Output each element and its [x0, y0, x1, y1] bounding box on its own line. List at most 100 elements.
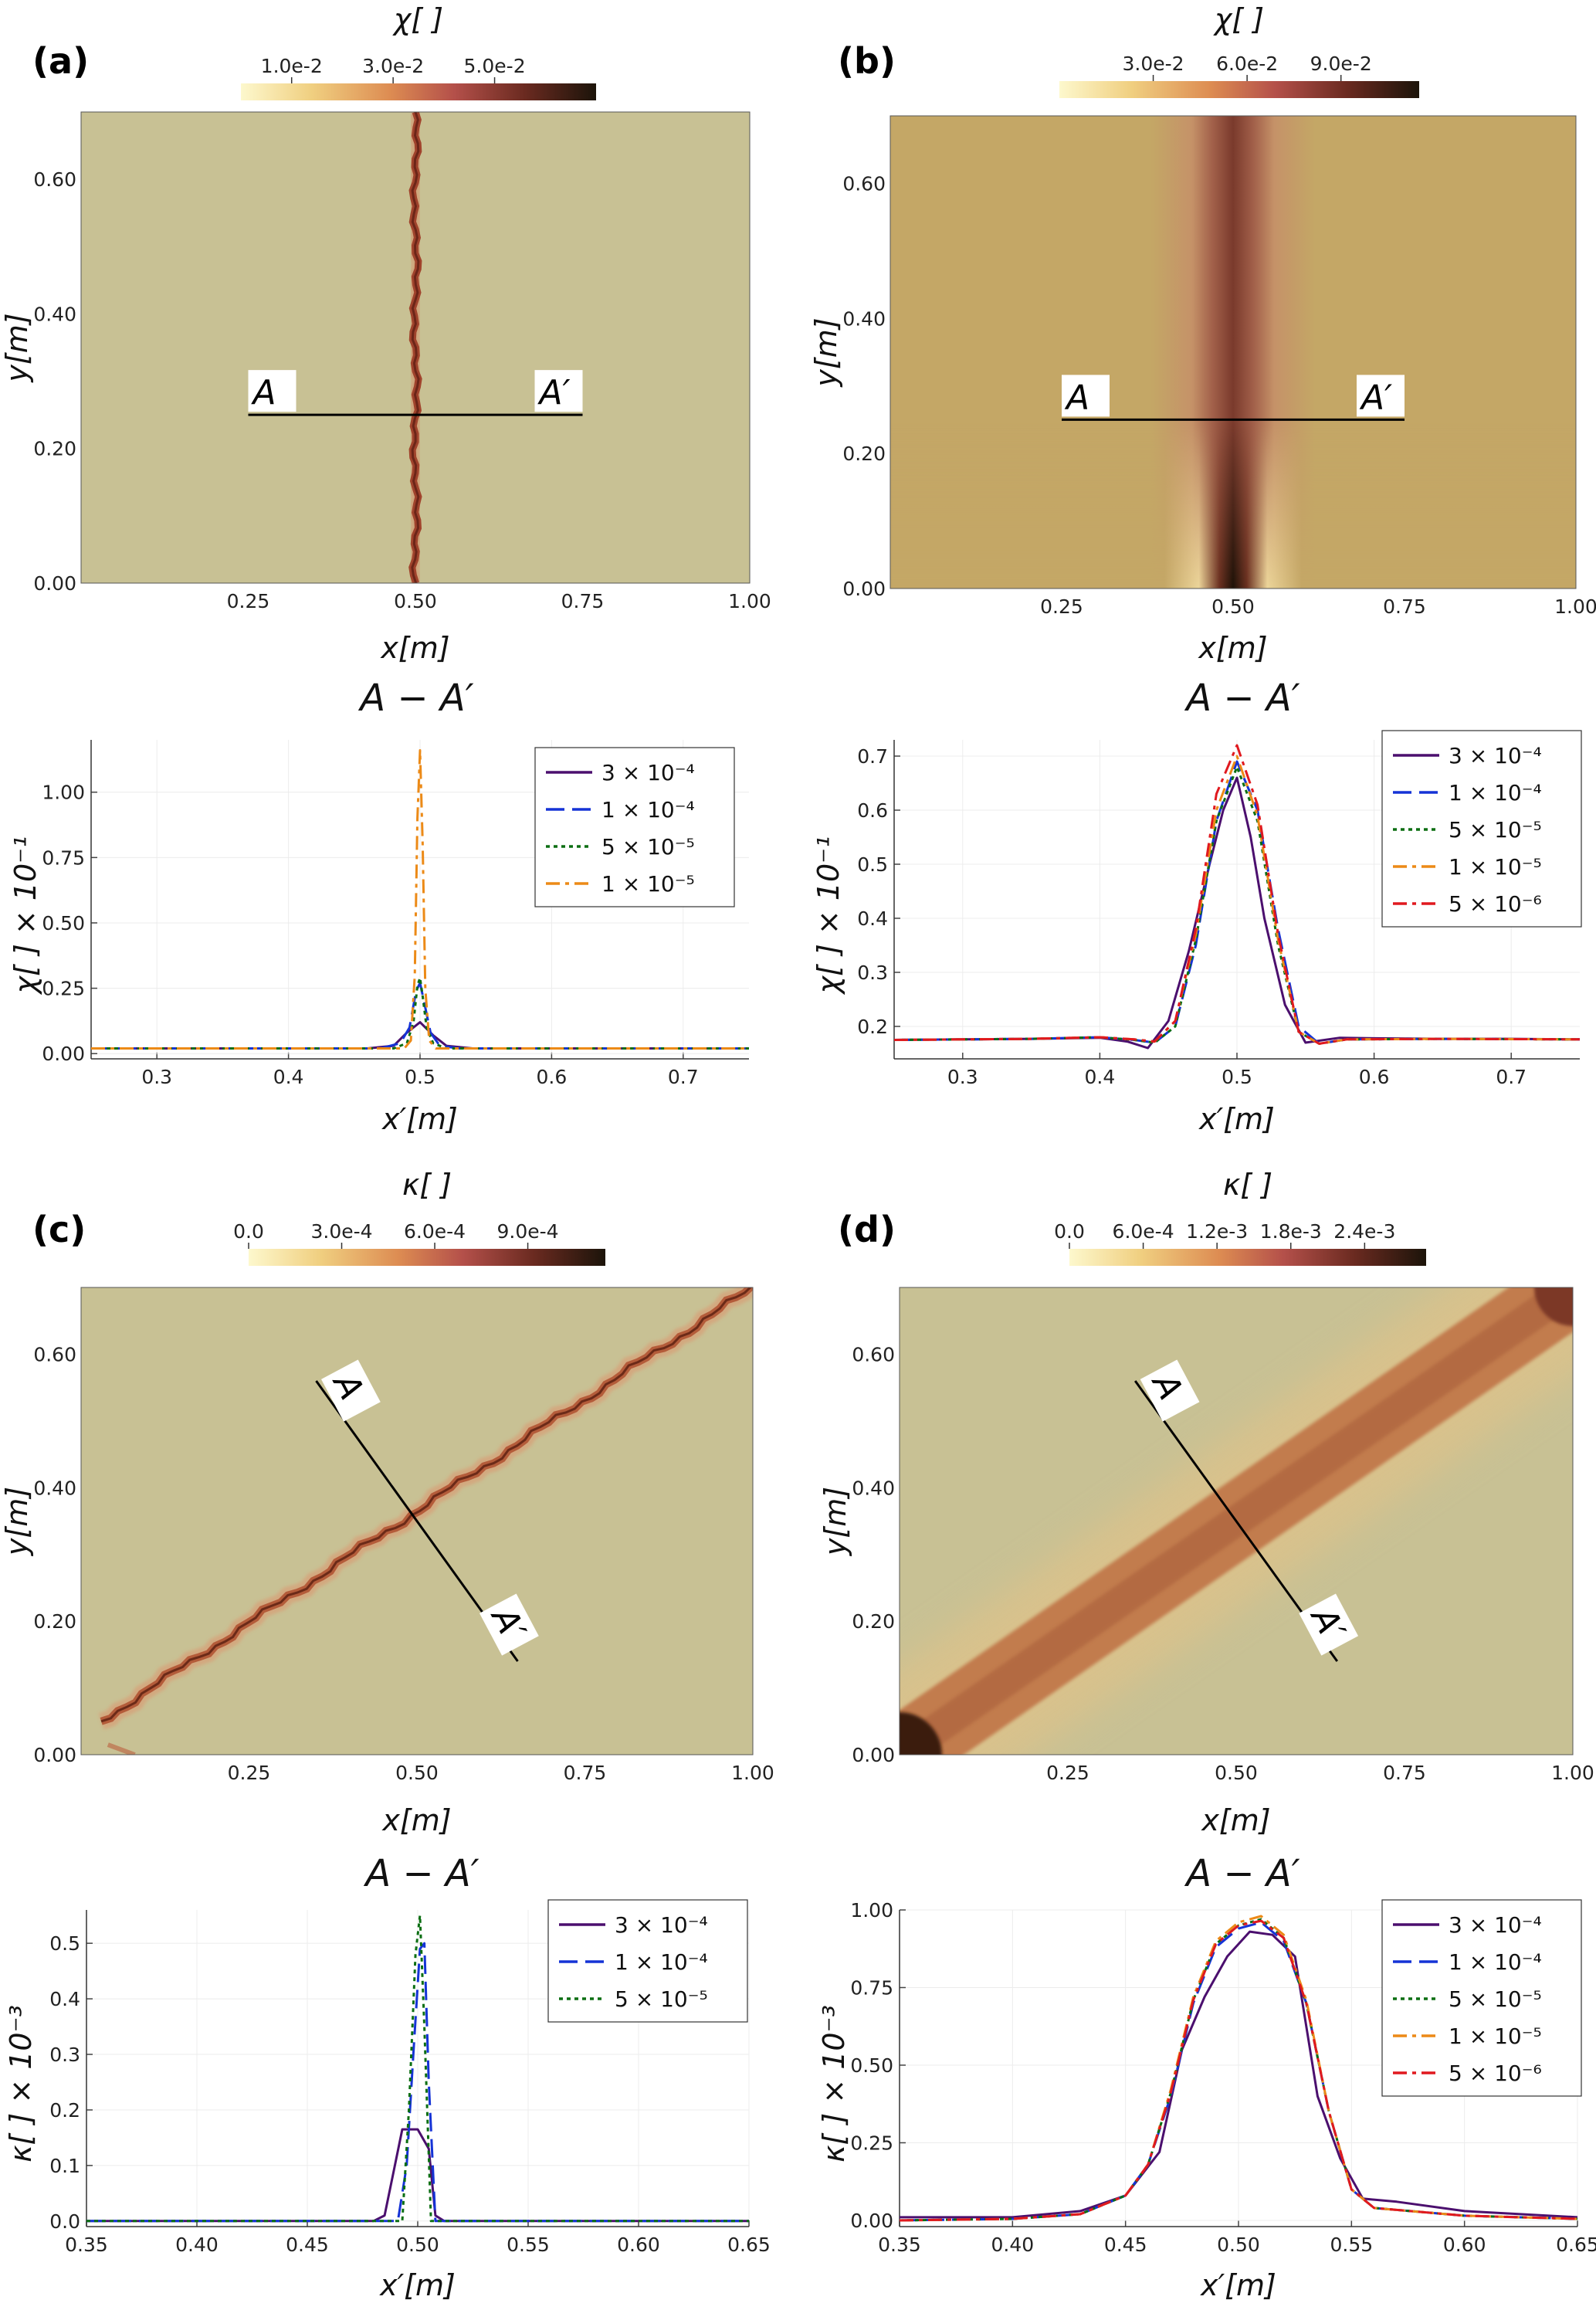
panel-letter: (a) [32, 40, 89, 82]
panel-b: (b)χ[ ]3.0e-2 6.0e-2 9.0e-2A A′0.25 0.50 0.75… [809, 2, 1596, 1136]
colorbar-tick-label: 3.0e-2 [1123, 53, 1184, 75]
map-ytick-label: 0.20 [33, 438, 76, 460]
section-end-label: A′ [537, 373, 571, 412]
y-tick-label: 0.5 [49, 1932, 80, 1955]
y-tick-label: 0.5 [857, 853, 888, 876]
map-ytick-label: 0.60 [842, 172, 886, 195]
colorbar [1059, 81, 1419, 98]
legend-label: 1 × 10⁻⁴ [601, 797, 695, 823]
colorbar-tick-label: 1.8e-3 [1260, 1220, 1322, 1243]
heatmap [889, 115, 1577, 589]
profile-plot: 0.3 0.4 0.5 0.6 0.7 0.2 0.3 0.4 0.5 0.6 0.7 [857, 740, 1580, 1088]
legend: 3 × 10⁻⁴ 1 × 10⁻⁴ 5 × 10⁻⁵ 1 × 10⁻⁵ 5 × 10⁻⁶ [1381, 730, 1582, 928]
map-ylabel: y[m] [0, 313, 34, 382]
colorbar-tick-label: 9.0e-4 [497, 1220, 559, 1243]
colorbar-tick-label: 5.0e-2 [464, 55, 526, 77]
colorbar [249, 1249, 605, 1266]
legend-label: 1 × 10⁻⁴ [1449, 780, 1542, 806]
section-label-box [320, 1359, 381, 1422]
colorbar-title: χ[ ] [1213, 2, 1264, 36]
y-tick-label: 0.6 [857, 799, 888, 822]
y-tick-label: 0.3 [49, 2044, 80, 2066]
y-tick-label: 0.50 [850, 2054, 893, 2077]
legend: 3 × 10⁻⁴ 1 × 10⁻⁴ 5 × 10⁻⁵ 1 × 10⁻⁵ 5 × 10⁻⁶ [1381, 1899, 1582, 2097]
colorbar [1069, 1249, 1426, 1266]
series-line-1 [86, 1942, 749, 2223]
map-xtick-label: 0.75 [1383, 595, 1426, 618]
profile-title: A − A′ [1184, 677, 1300, 720]
series-lines [86, 1914, 749, 2223]
section-label-box [1062, 375, 1110, 417]
map-xlabel: x[m] [380, 631, 449, 665]
colorbar-tick-label: 9.0e-2 [1310, 53, 1372, 75]
legend-label: 1 × 10⁻⁴ [615, 1949, 708, 1975]
x-tick-label: 0.60 [617, 2234, 660, 2256]
y-tick-label: 0.00 [42, 1043, 85, 1065]
map-xlabel: x[m] [1198, 631, 1267, 665]
x-tick-label: 0.65 [1556, 2234, 1596, 2256]
y-tick-label: 0.00 [850, 2210, 893, 2232]
y-tick-label: 0.50 [42, 912, 85, 935]
legend-label: 1 × 10⁻⁵ [1449, 854, 1542, 880]
map-xlabel: x[m] [1201, 1803, 1270, 1837]
heatmap-frame [80, 1287, 754, 1755]
crack-core [411, 112, 420, 583]
legend-box [1381, 1899, 1582, 2097]
heatmap-frame [889, 115, 1577, 589]
y-tick-label: 0.4 [49, 1988, 80, 2010]
profile-xlabel: x′[m] [1200, 2268, 1276, 2302]
heatmap-frame [80, 111, 751, 584]
colorbar-title: κ[ ] [1223, 1168, 1272, 1202]
panel-d: (d)κ[ ]0.0 6.0e-4 1.2e-3 1.8e-3 2.4e-3AA′0.2… [817, 1168, 1596, 2302]
heatmap-frame [899, 1287, 1574, 1755]
x-tick-label: 0.6 [1359, 1066, 1390, 1088]
panel-letter: (d) [838, 1209, 896, 1250]
map-ylabel: y[m] [0, 1487, 34, 1556]
colorbar-tick-label: 2.4e-3 [1333, 1220, 1395, 1243]
map-xtick-label: 1.00 [728, 590, 771, 612]
x-tick-label: 0.60 [1443, 2234, 1486, 2256]
series-lines [900, 1915, 1577, 2222]
x-tick-label: 0.65 [727, 2234, 771, 2256]
profile-ylabel: χ[ ] × 10⁻¹ [812, 836, 845, 996]
x-tick-label: 0.45 [286, 2234, 329, 2256]
y-tick-label: 0.25 [850, 2132, 893, 2154]
profile-title: A − A′ [1184, 1852, 1300, 1895]
series-line-0 [86, 2128, 749, 2223]
colorbar-tick-label: 6.0e-2 [1216, 53, 1278, 75]
heatmap [80, 111, 751, 584]
x-tick-label: 0.3 [947, 1066, 978, 1088]
crack-core [100, 1287, 752, 1723]
section-end-label: A′ [1359, 378, 1392, 417]
legend: 3 × 10⁻⁴ 1 × 10⁻⁴ 5 × 10⁻⁵ [547, 1899, 748, 2023]
map-ytick-label: 0.60 [33, 168, 76, 191]
x-tick-label: 0.55 [1330, 2234, 1373, 2256]
series-line-4 [894, 744, 1580, 1045]
series-line-3 [91, 749, 749, 1050]
profile-xlabel: x′[m] [381, 1102, 458, 1136]
map-xtick-label: 0.50 [395, 1762, 439, 1784]
y-tick-label: 0.7 [857, 745, 888, 768]
map-xtick-label: 0.50 [1211, 595, 1255, 618]
legend-label: 3 × 10⁻⁴ [1449, 1912, 1542, 1938]
legend-box [547, 1899, 748, 2023]
map-ytick-label: 0.00 [842, 578, 886, 600]
y-tick-label: 0.0 [49, 2210, 80, 2233]
map-xtick-label: 0.75 [1383, 1762, 1426, 1784]
series-line-2 [86, 1914, 749, 2223]
legend-label: 5 × 10⁻⁶ [1449, 891, 1542, 917]
colorbar-tick-label: 1.0e-2 [261, 55, 323, 77]
y-tick-label: 0.2 [857, 1016, 888, 1038]
x-tick-label: 0.55 [507, 2234, 550, 2256]
heatmap [899, 1287, 1574, 1755]
panel-c: (c)κ[ ]0.0 3.0e-4 6.0e-4 9.0e-4AA′0.25 0.50 0… [0, 1168, 774, 2302]
map-ytick-label: 0.40 [33, 1477, 76, 1499]
map-xtick-label: 0.25 [228, 1762, 271, 1784]
panel-letter: (c) [32, 1209, 86, 1250]
colorbar-tick-label: 3.0e-2 [362, 55, 424, 77]
map-xtick-label: 0.50 [394, 590, 437, 612]
x-tick-label: 0.7 [1496, 1066, 1527, 1088]
series-lines [91, 749, 749, 1050]
crack-branch [107, 1742, 136, 1755]
